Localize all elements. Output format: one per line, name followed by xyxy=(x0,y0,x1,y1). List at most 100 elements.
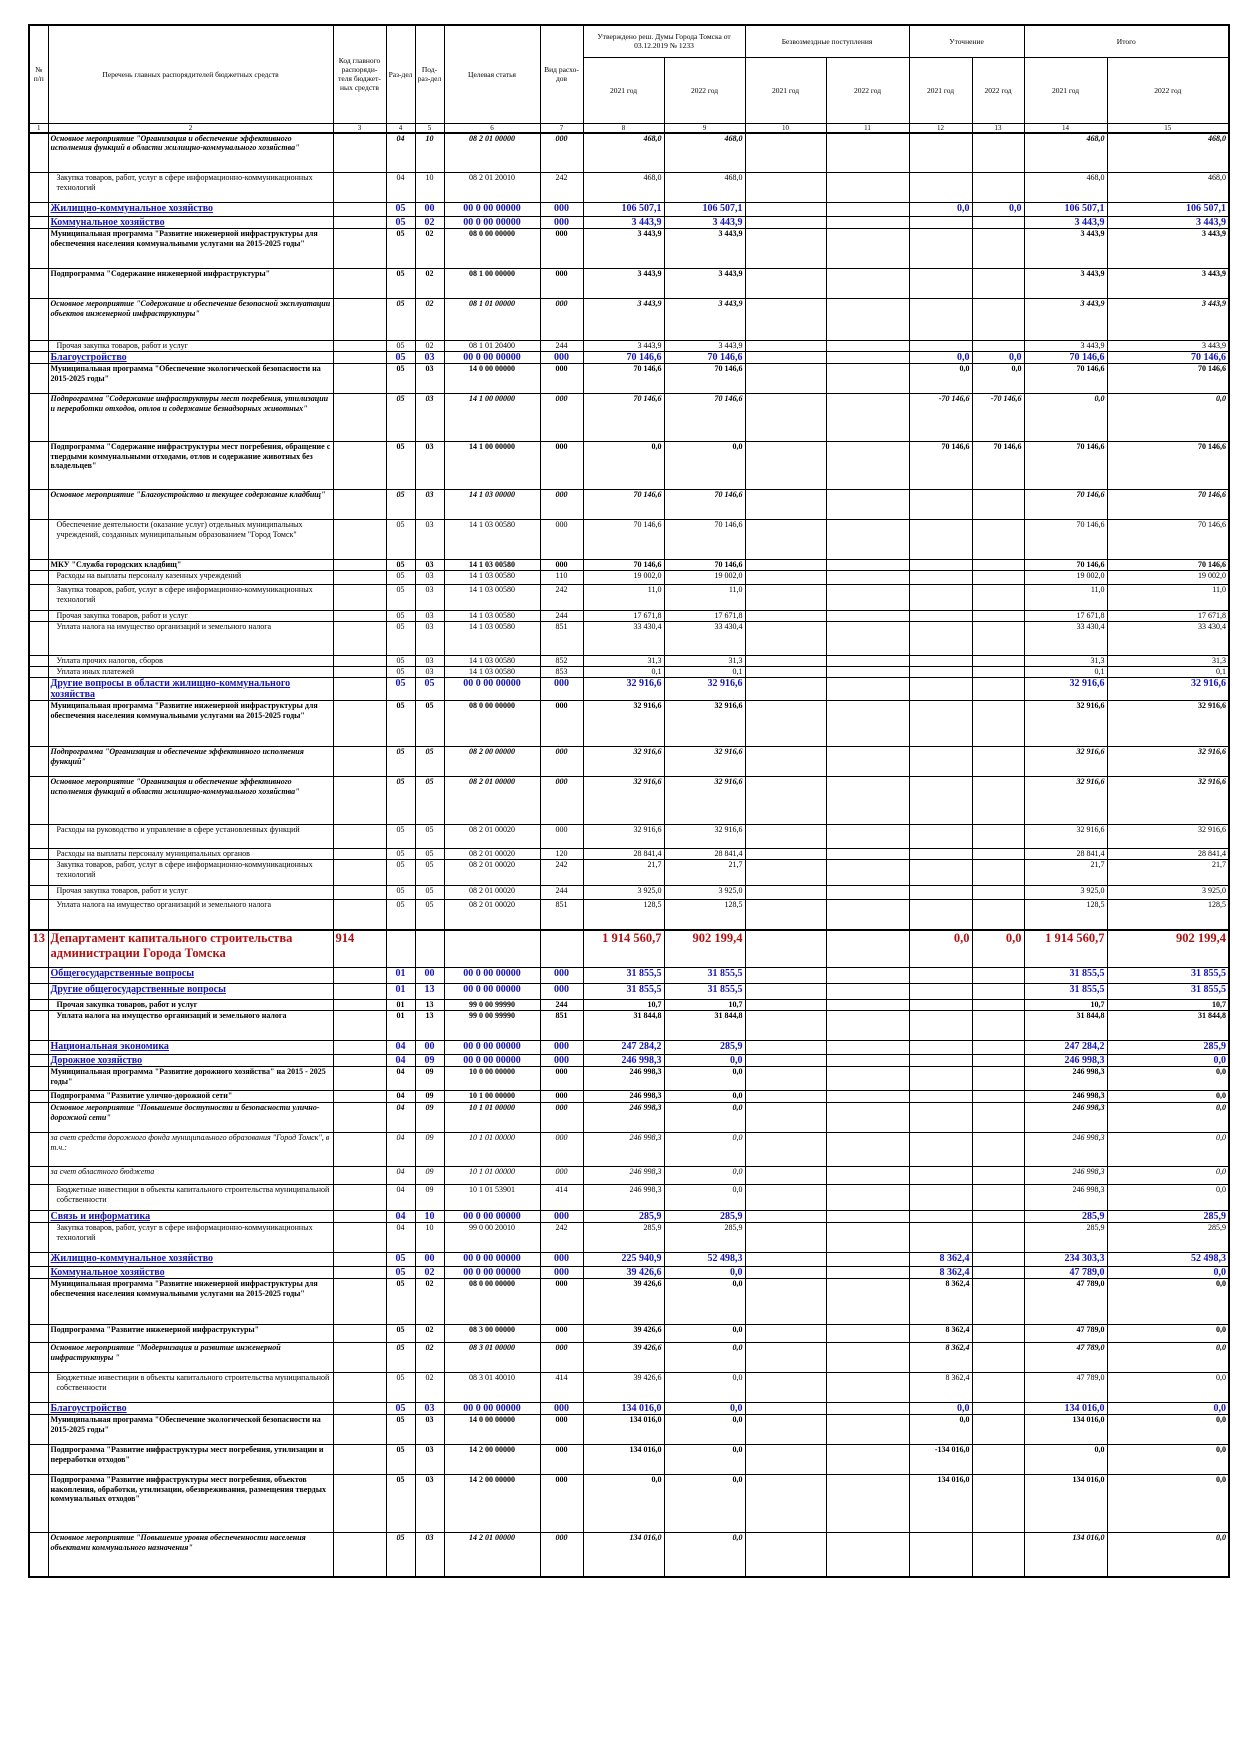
row-vid-rashodov: 851 xyxy=(539,1010,584,1041)
row-bezv-2021 xyxy=(744,1222,827,1253)
row-utoch-2021 xyxy=(908,1184,973,1211)
row-podrazdel: 05 xyxy=(414,677,445,701)
row-podrazdel: 03 xyxy=(414,489,445,520)
row-number xyxy=(28,1010,49,1041)
row-kod xyxy=(332,1402,387,1415)
row-bezv-2021 xyxy=(744,1372,827,1403)
row-utv-2022: 70 146,6 xyxy=(663,559,746,571)
header-year-2022: 2022 год xyxy=(971,56,1025,124)
table-row: Уплата налога на имущество организаций и… xyxy=(28,1010,1231,1041)
row-utoch-2021 xyxy=(908,776,973,825)
row-podrazdel: 03 xyxy=(414,1402,445,1415)
row-number xyxy=(28,1040,49,1055)
row-utoch-2022 xyxy=(971,1222,1025,1253)
row-bezv-2021 xyxy=(744,677,827,701)
row-itogo-2021: 10,7 xyxy=(1023,999,1108,1011)
row-number xyxy=(28,298,49,341)
row-bezv-2021 xyxy=(744,132,827,173)
row-utoch-2022 xyxy=(971,132,1025,173)
row-bezv-2022 xyxy=(825,776,910,825)
row-kod xyxy=(332,1266,387,1279)
row-kod xyxy=(332,570,387,585)
row-number xyxy=(28,228,49,269)
row-utoch-2021 xyxy=(908,746,973,777)
row-razdel: 05 xyxy=(385,1444,416,1475)
row-podrazdel: 13 xyxy=(414,1010,445,1041)
row-celevaya-statya: 14 1 03 00580 xyxy=(443,559,541,571)
header-utochnenie: Уточнение xyxy=(908,24,1025,58)
row-number xyxy=(28,1054,49,1067)
row-utv-2021: 246 998,3 xyxy=(582,1166,665,1185)
row-itogo-2022: 70 146,6 xyxy=(1106,519,1231,560)
row-razdel: 01 xyxy=(385,967,416,984)
row-utv-2021: 3 925,0 xyxy=(582,885,665,900)
row-utoch-2022 xyxy=(971,1414,1025,1445)
row-vid-rashodov: 000 xyxy=(539,441,584,490)
row-podrazdel: 03 xyxy=(414,559,445,571)
row-celevaya-statya: 08 2 01 00020 xyxy=(443,859,541,886)
row-utv-2021: 134 016,0 xyxy=(582,1444,665,1475)
row-utv-2022: 0,0 xyxy=(663,1414,746,1445)
row-utv-2021: 134 016,0 xyxy=(582,1414,665,1445)
row-itogo-2021: 246 998,3 xyxy=(1023,1166,1108,1185)
row-vid-rashodov: 000 xyxy=(539,1090,584,1103)
row-itogo-2021: 31 855,5 xyxy=(1023,967,1108,984)
row-name: Связь и информатика xyxy=(47,1210,334,1223)
row-kod xyxy=(332,967,387,984)
row-kod xyxy=(332,621,387,656)
row-podrazdel: 03 xyxy=(414,1532,445,1578)
row-razdel: 04 xyxy=(385,1166,416,1185)
row-podrazdel: 00 xyxy=(414,1252,445,1267)
row-podrazdel: 03 xyxy=(414,584,445,611)
row-utv-2021: 0,1 xyxy=(582,666,665,678)
row-utoch-2022 xyxy=(971,859,1025,886)
row-podrazdel: 02 xyxy=(414,1278,445,1325)
row-utoch-2021 xyxy=(908,489,973,520)
column-index: 12 xyxy=(908,122,973,134)
row-utoch-2022 xyxy=(971,1054,1025,1067)
row-razdel: 04 xyxy=(385,1210,416,1223)
table-row: Муниципальная программа "Развитие инжене… xyxy=(28,1278,1231,1325)
row-razdel: 05 xyxy=(385,1278,416,1325)
row-celevaya-statya: 10 1 01 00000 xyxy=(443,1132,541,1167)
row-number xyxy=(28,621,49,656)
row-bezv-2022 xyxy=(825,983,910,1000)
row-bezv-2022 xyxy=(825,1342,910,1373)
row-number xyxy=(28,1166,49,1185)
row-itogo-2021: 31 844,8 xyxy=(1023,1010,1108,1041)
header-podrazdel: Под-раз-дел xyxy=(414,24,445,124)
row-itogo-2022: 17 671,8 xyxy=(1106,610,1231,622)
row-utoch-2022 xyxy=(971,1532,1025,1578)
row-bezv-2022 xyxy=(825,441,910,490)
table-row: Закупка товаров, работ, услуг в сфере ин… xyxy=(28,859,1231,886)
row-podrazdel: 03 xyxy=(414,621,445,656)
row-bezv-2021 xyxy=(744,559,827,571)
row-number xyxy=(28,1402,49,1415)
row-itogo-2022: 0,0 xyxy=(1106,1414,1231,1445)
row-bezv-2022 xyxy=(825,859,910,886)
row-razdel: 05 xyxy=(385,859,416,886)
table-row: Подпрограмма "Содержание инфраструктуры … xyxy=(28,441,1231,490)
row-razdel: 05 xyxy=(385,746,416,777)
row-celevaya-statya: 08 2 01 00020 xyxy=(443,885,541,900)
row-itogo-2022: 0,0 xyxy=(1106,1342,1231,1373)
row-utoch-2021: 0,0 xyxy=(908,351,973,364)
row-vid-rashodov xyxy=(539,928,584,968)
row-kod xyxy=(332,1066,387,1091)
row-razdel: 05 xyxy=(385,677,416,701)
row-itogo-2022: 10,7 xyxy=(1106,999,1231,1011)
row-podrazdel: 02 xyxy=(414,1372,445,1403)
row-itogo-2022: 285,9 xyxy=(1106,1040,1231,1055)
row-utoch-2022 xyxy=(971,1372,1025,1403)
row-itogo-2022: 128,5 xyxy=(1106,899,1231,930)
row-name: Муниципальная программа "Развитие дорожн… xyxy=(47,1066,334,1091)
row-kod xyxy=(332,172,387,203)
row-bezv-2022 xyxy=(825,1252,910,1267)
row-itogo-2021: 32 916,6 xyxy=(1023,700,1108,747)
row-itogo-2021: 106 507,1 xyxy=(1023,202,1108,217)
row-vid-rashodov: 000 xyxy=(539,519,584,560)
row-bezv-2021 xyxy=(744,202,827,217)
row-utoch-2021 xyxy=(908,584,973,611)
row-utoch-2022 xyxy=(971,967,1025,984)
row-razdel: 05 xyxy=(385,776,416,825)
